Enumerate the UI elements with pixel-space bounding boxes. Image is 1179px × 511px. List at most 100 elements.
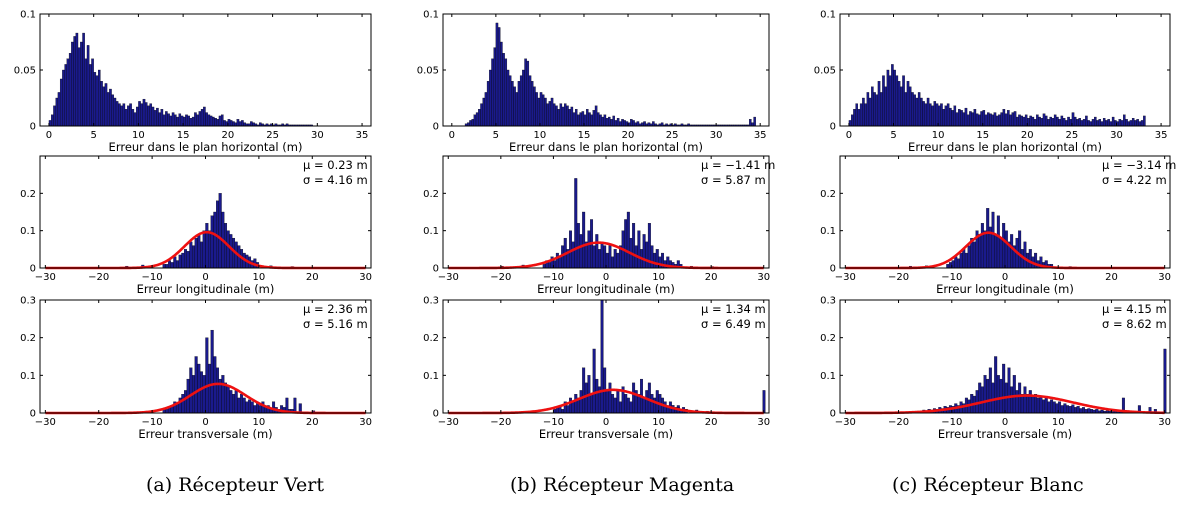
bar — [202, 230, 206, 269]
bar — [197, 234, 201, 269]
bar — [962, 112, 966, 127]
y-tick-label: 0.3 — [423, 296, 439, 307]
bar — [1047, 401, 1051, 414]
bar — [178, 254, 182, 269]
bar — [1036, 114, 1039, 127]
bar — [1125, 119, 1128, 127]
chart-panel-a-horizontal: 0 5 10 15 20 25 30 35 0 0.05 0.1 Erreur dans le pla… — [14, 10, 372, 154]
bar — [608, 245, 612, 269]
bar — [1118, 119, 1122, 127]
bar — [471, 119, 474, 127]
bar — [951, 110, 954, 127]
bar — [643, 121, 646, 127]
x-tick-label: 15 — [578, 130, 591, 141]
bar — [252, 122, 255, 127]
bar — [183, 390, 187, 414]
bar — [1134, 120, 1137, 127]
bar — [508, 75, 512, 127]
bar — [293, 397, 297, 414]
bar — [926, 97, 930, 127]
bar — [641, 122, 644, 127]
bar — [241, 120, 244, 127]
bar — [91, 58, 94, 127]
bar — [1042, 113, 1046, 127]
bar — [569, 397, 572, 414]
bar — [660, 122, 664, 127]
bar — [891, 64, 894, 127]
bar — [975, 113, 979, 127]
bar — [1065, 120, 1068, 127]
bar — [245, 401, 249, 414]
bar — [122, 103, 126, 127]
x-tick-label: −20 — [888, 417, 909, 428]
bar — [632, 120, 635, 127]
bar — [98, 69, 101, 127]
bar — [1138, 121, 1142, 127]
bar — [557, 109, 560, 127]
y-tick-label: 0 — [433, 409, 439, 420]
bar — [611, 394, 615, 414]
bar — [210, 329, 214, 414]
bar — [160, 109, 164, 127]
bar — [131, 109, 135, 127]
x-tick-label: −10 — [142, 417, 163, 428]
bar — [162, 114, 166, 127]
bar — [1051, 118, 1055, 127]
stats-annotation: σ = 5.87 m — [701, 173, 766, 187]
x-tick-label: −30 — [35, 417, 56, 428]
bar — [1102, 118, 1106, 127]
bar — [597, 249, 601, 269]
bar — [603, 245, 607, 269]
bar — [601, 116, 604, 127]
y-tick-label: 0.1 — [820, 226, 836, 237]
x-tick-label: 10 — [253, 417, 266, 428]
bar — [208, 230, 211, 269]
x-tick-label: 25 — [666, 130, 679, 141]
bar — [597, 112, 600, 127]
bar — [1078, 118, 1081, 127]
bar — [652, 121, 655, 127]
x-axis-label: Erreur transversale (m) — [539, 427, 673, 441]
caption-a: (a) Récepteur Vert — [146, 474, 324, 496]
bar — [1085, 115, 1088, 127]
bar — [1082, 119, 1086, 127]
bar — [629, 401, 633, 414]
bar — [1023, 386, 1027, 414]
y-tick-label: 0.05 — [14, 66, 36, 77]
bar — [84, 58, 88, 127]
bar — [857, 109, 861, 127]
bar — [506, 69, 510, 127]
bar — [978, 234, 982, 269]
bar — [147, 105, 150, 127]
bar — [212, 116, 215, 127]
bar — [156, 107, 159, 127]
bar — [605, 390, 609, 414]
bar — [226, 230, 230, 269]
bar — [1068, 406, 1072, 414]
x-tick-label: −20 — [888, 272, 909, 283]
bar — [1002, 223, 1006, 269]
bar — [200, 109, 204, 127]
bar — [250, 401, 254, 414]
bar — [1018, 114, 1021, 127]
bar — [592, 110, 596, 127]
bar — [165, 264, 169, 269]
bar — [1031, 395, 1035, 414]
x-tick-label: −30 — [835, 417, 856, 428]
bar — [242, 397, 246, 414]
bar — [603, 114, 607, 127]
bar — [1038, 116, 1041, 127]
y-tick-label: 0 — [30, 122, 36, 133]
bar — [1084, 409, 1088, 414]
x-tick-label: 30 — [359, 272, 372, 283]
bar — [964, 107, 968, 127]
chart-panel-b-transversal: −30 −20 −10 0 10 20 30 0 0.1 0.2 0.3 Erreur transve… — [423, 296, 770, 442]
bar — [73, 36, 76, 127]
x-tick-label: 35 — [356, 130, 369, 141]
x-tick-label: 20 — [306, 272, 319, 283]
bar — [176, 116, 179, 127]
bar — [584, 382, 588, 414]
bar — [491, 58, 494, 127]
bar — [51, 114, 54, 127]
bar — [582, 211, 586, 269]
